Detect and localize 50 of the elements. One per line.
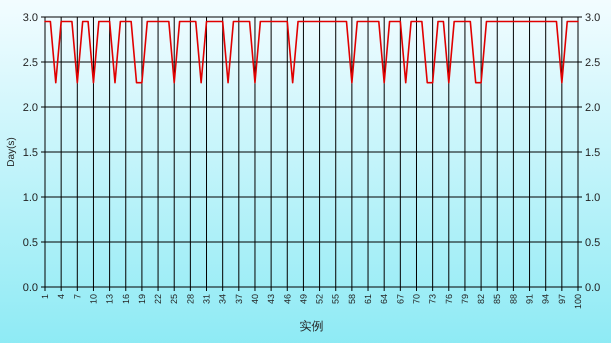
y-tick-label: 0.0 <box>22 282 38 294</box>
y2-tick-label: 3.0 <box>585 12 600 24</box>
y2-tick-label: 2.5 <box>585 57 600 69</box>
y-tick-label: 0.5 <box>22 237 38 249</box>
x-tick-label: 40 <box>250 294 260 304</box>
x-tick-label: 79 <box>460 294 470 304</box>
x-tick-label: 46 <box>282 294 292 304</box>
x-tick-label: 91 <box>524 294 535 304</box>
x-tick-label: 61 <box>363 294 374 304</box>
x-tick-label: 19 <box>136 294 147 304</box>
x-tick-label: 64 <box>379 294 390 304</box>
y-tick-label: 2.0 <box>22 102 38 114</box>
x-tick-label: 4 <box>56 294 66 300</box>
x-tick-label: 55 <box>330 294 341 304</box>
y2-tick-label: 0.0 <box>585 282 600 294</box>
x-tick-label: 94 <box>540 294 551 304</box>
x-tick-label: 58 <box>346 294 357 304</box>
x-tick-label: 85 <box>492 294 502 304</box>
x-tick-label: 13 <box>104 294 115 304</box>
x-tick-label: 70 <box>411 294 422 304</box>
x-axis-title: 实例 <box>300 319 324 333</box>
x-tick-label: 49 <box>298 294 308 304</box>
y-tick-label: 1.5 <box>22 147 38 159</box>
x-tick-label: 100 <box>573 294 583 310</box>
x-tick-label: 76 <box>444 294 454 304</box>
x-tick-label: 73 <box>428 294 438 304</box>
y-axis-title: Day(s) <box>6 137 17 167</box>
y2-tick-label: 0.5 <box>585 237 600 249</box>
x-tick-label: 7 <box>72 294 82 300</box>
x-tick-label: 43 <box>266 294 276 304</box>
y2-tick-label: 1.5 <box>585 147 600 159</box>
x-tick-label: 88 <box>508 294 518 304</box>
y-tick-label: 2.5 <box>22 57 38 69</box>
x-tick-label: 67 <box>395 294 406 304</box>
x-tick-label: 31 <box>202 294 212 304</box>
x-tick-label: 97 <box>556 294 567 304</box>
x-tick-label: 1 <box>40 294 50 300</box>
y2-tick-label: 1.0 <box>585 192 600 204</box>
x-tick-label: 37 <box>234 294 244 304</box>
y2-tick-label: 2.0 <box>585 102 600 114</box>
x-tick-label: 25 <box>169 294 180 304</box>
x-tick-label: 82 <box>476 294 486 304</box>
x-tick-label: 28 <box>185 294 196 304</box>
x-tick-label: 16 <box>120 294 131 304</box>
x-tick-label: 34 <box>218 294 228 304</box>
x-tick-label: 22 <box>153 294 164 304</box>
x-tick-label: 52 <box>314 294 325 304</box>
y-tick-label: 3.0 <box>22 12 38 24</box>
y-tick-label: 1.0 <box>22 192 38 204</box>
x-tick-label: 10 <box>88 294 98 304</box>
